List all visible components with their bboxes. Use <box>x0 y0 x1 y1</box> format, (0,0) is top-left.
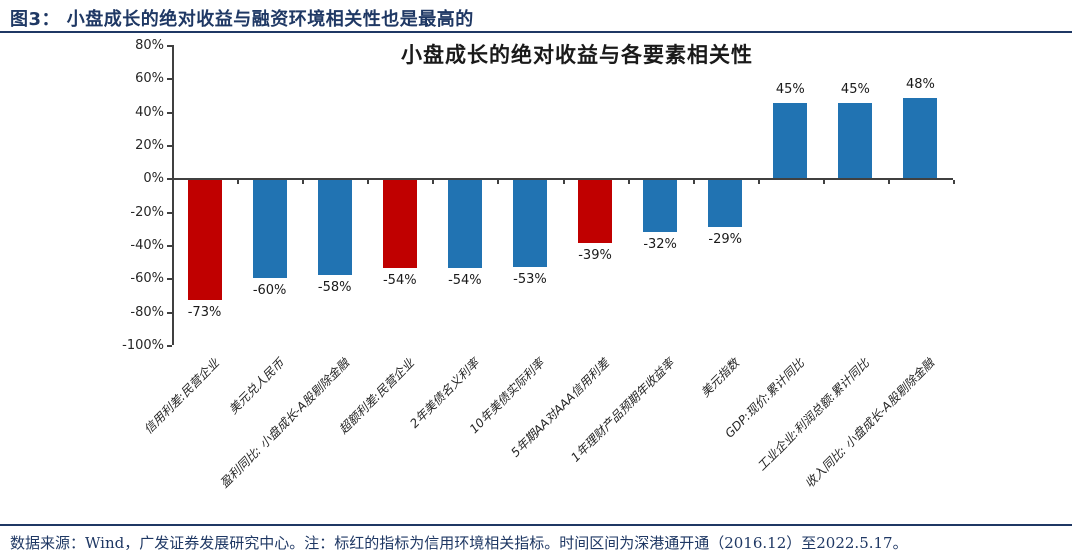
y-axis-tick-label: -20% <box>130 204 164 220</box>
y-axis-tick-label: 80% <box>135 38 164 53</box>
y-axis-tick <box>167 345 172 347</box>
bar-value-label: -60% <box>252 283 287 299</box>
y-axis-tick <box>167 145 172 147</box>
x-axis-tick <box>562 180 565 185</box>
x-axis-tick <box>237 180 240 185</box>
x-axis-tick <box>953 180 955 185</box>
x-axis-tick <box>822 180 825 185</box>
x-axis-tick <box>172 180 174 185</box>
bar-value-label: -39% <box>578 248 612 264</box>
header-rule <box>0 31 1072 33</box>
bar-value-label: -54% <box>382 273 417 289</box>
bar-value-label: 45% <box>840 82 870 98</box>
y-axis-tick-label: -60% <box>130 271 164 287</box>
chart-title: 小盘成长的绝对收益与各要素相关性 <box>401 43 753 67</box>
y-axis-tick <box>167 178 172 181</box>
bar-10 <box>773 103 808 179</box>
figure-title: 图3： 小盘成长的绝对收益与融资环境相关性也是最高的 <box>10 9 474 30</box>
y-axis-tick <box>167 211 172 214</box>
bar-value-label: -32% <box>643 236 677 252</box>
y-axis-tick-label: 60% <box>135 71 164 87</box>
x-axis-tick <box>627 180 630 185</box>
y-axis-tick <box>167 278 172 281</box>
x-category-label: 盈利同比: 小盘成长-A股剔除金融 <box>216 356 352 491</box>
x-category-label: 信用利差:民营企业 <box>140 356 222 437</box>
x-axis-tick <box>887 180 890 185</box>
y-axis-tick <box>167 45 172 47</box>
bar-value-label: -53% <box>513 271 547 287</box>
x-axis-tick <box>302 180 305 185</box>
x-axis-zero-line <box>172 178 953 181</box>
y-axis-tick-label: -40% <box>130 238 164 253</box>
bar-value-label: 48% <box>906 77 935 93</box>
bar-9 <box>708 180 743 227</box>
y-axis-tick-label: -100% <box>122 338 164 353</box>
x-category-label: 2年美债名义利率 <box>407 356 482 431</box>
bar-11 <box>838 103 873 179</box>
bar-3 <box>317 180 352 275</box>
bar-4 <box>382 180 417 269</box>
bar-6 <box>512 180 547 267</box>
x-axis-tick <box>757 180 760 185</box>
bar-value-label: -58% <box>317 280 352 295</box>
bar-2 <box>252 180 287 279</box>
y-axis-tick-label: 20% <box>135 138 164 153</box>
y-axis-tick <box>167 311 172 314</box>
y-axis-tick <box>167 245 172 247</box>
footer-rule <box>0 524 1072 526</box>
correlation-bar-chart: 小盘成长的绝对收益与各要素相关性 80% 60% 40% 20% 0% -20% -40% -… <box>0 36 1072 516</box>
bar-value-label: -54% <box>448 273 482 289</box>
bar-1 <box>187 180 222 300</box>
x-axis-tick <box>367 180 370 185</box>
bar-7 <box>578 180 613 244</box>
x-category-label: 收入同比: 小盘成长-A股剔除金融 <box>802 356 938 491</box>
x-category-label: 美元指数 <box>698 356 743 400</box>
y-axis-line <box>172 45 174 345</box>
y-axis-tick-label: -80% <box>130 304 164 320</box>
x-axis-tick <box>497 180 500 185</box>
x-category-label: 工业企业:利润总额:累计同比 <box>754 356 873 474</box>
y-axis-tick <box>167 111 172 114</box>
bar-12 <box>903 98 938 179</box>
y-axis-tick-label: 40% <box>135 104 164 120</box>
x-axis-tick <box>432 180 435 185</box>
bar-value-label: -73% <box>187 305 222 320</box>
x-category-label: 美元兑人民币 <box>225 356 287 417</box>
bar-value-label: 45% <box>775 82 805 98</box>
y-axis-tick <box>167 78 172 81</box>
x-axis-tick <box>692 180 695 185</box>
y-axis-tick-label: 0% <box>143 171 164 187</box>
bar-value-label: -29% <box>708 231 742 247</box>
bar-8 <box>643 180 678 232</box>
bar-5 <box>447 180 482 269</box>
source-note: 数据来源：Wind，广发证券发展研究中心。注：标红的指标为信用环境相关指标。时间… <box>10 534 908 552</box>
